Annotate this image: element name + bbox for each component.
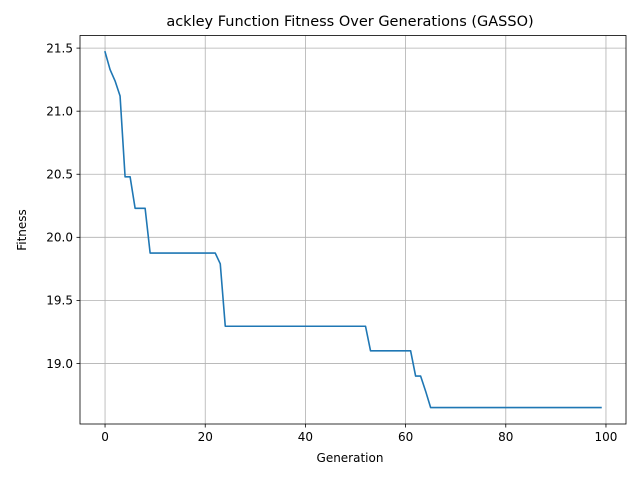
y-tick-label: 21.0 [46,104,73,118]
chart-title: ackley Function Fitness Over Generations… [166,14,533,30]
y-tick-label: 19.5 [46,294,73,308]
x-tick-label: 100 [595,430,618,444]
y-axis-label: Fitness [15,209,29,251]
fitness-series-line [104,50,602,409]
y-tick-label: 21.5 [46,41,73,55]
y-tick-label: 20.0 [46,231,73,245]
y-tick-label: 20.5 [46,168,73,182]
plot-frame [79,35,627,425]
x-tick-label: 40 [298,430,313,444]
x-tick-label: 80 [498,430,513,444]
x-tick-label: 60 [398,430,413,444]
series-layer [104,50,602,409]
grid [80,35,626,424]
x-tick-label: 0 [101,430,109,444]
x-tick-label: 20 [198,430,213,444]
x-axis-label: Generation [317,451,384,465]
y-tick-label: 19.0 [46,357,73,371]
ticks: 0 20 40 60 80 100 19.0 19.5 20.0 20.5 21.0 21.5 [46,41,617,444]
